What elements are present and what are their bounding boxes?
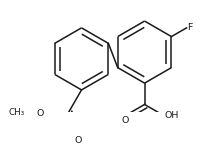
Text: O: O — [36, 109, 44, 118]
Text: O: O — [75, 136, 82, 144]
Text: O: O — [121, 116, 129, 125]
Text: CH₃: CH₃ — [8, 108, 24, 117]
Text: OH: OH — [165, 111, 179, 120]
Text: F: F — [187, 23, 193, 32]
